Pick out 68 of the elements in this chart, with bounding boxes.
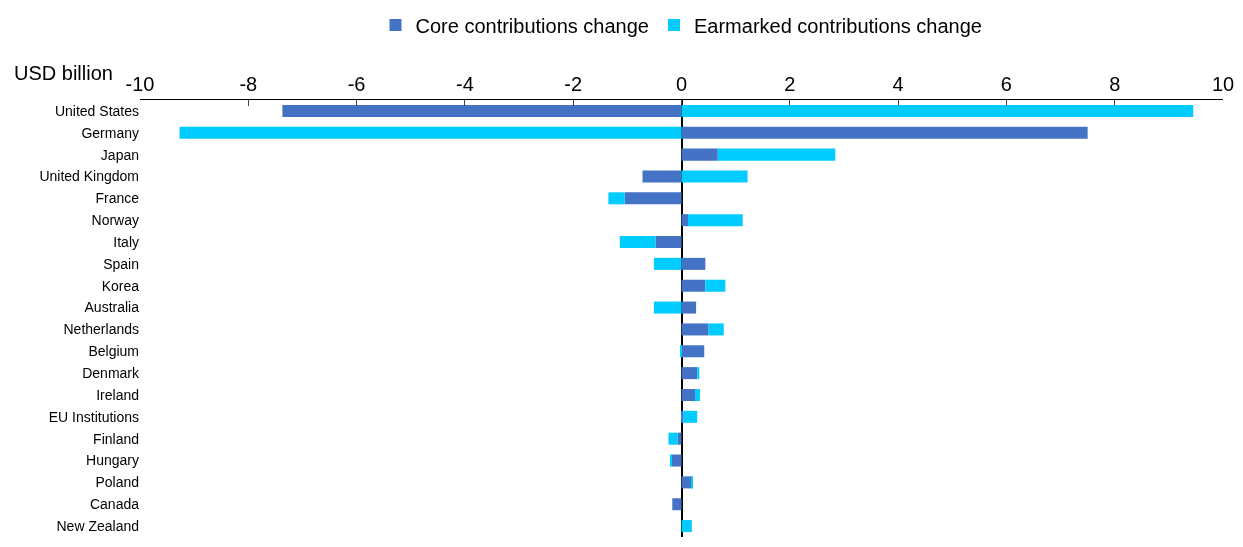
x-tick-label: -8: [239, 73, 258, 95]
bar: [681, 104, 1194, 117]
bar: [681, 301, 697, 314]
legend-label: Core contributions change: [415, 14, 649, 37]
bar: [708, 323, 724, 336]
bar: [671, 454, 682, 467]
bar: [681, 257, 706, 270]
bar: [705, 279, 726, 292]
x-tick-label: 6: [1000, 73, 1012, 95]
bar: [681, 279, 706, 292]
y-tick-label: Norway: [91, 212, 139, 229]
y-tick-label: Belgium: [88, 343, 139, 360]
y-tick-label: Italy: [113, 233, 139, 250]
x-tick-label: -4: [456, 73, 474, 95]
x-tick-label: 2: [784, 73, 796, 95]
bar: [697, 367, 700, 380]
bar: [681, 367, 698, 380]
bar: [695, 388, 700, 401]
y-tick-label: Finland: [93, 430, 139, 447]
bar: [653, 257, 682, 270]
y-tick-label: Germany: [81, 124, 139, 141]
bar: [608, 192, 625, 205]
bar: [624, 192, 682, 205]
x-tick-label: -6: [347, 73, 366, 95]
y-tick-label: Canada: [89, 496, 140, 513]
x-axis-title: USD billion: [14, 62, 113, 84]
legend-label: Earmarked contributions change: [693, 14, 982, 37]
y-tick-label: France: [95, 190, 140, 207]
bar: [688, 214, 743, 227]
y-tick-label: Korea: [101, 277, 140, 294]
y-tick-label: United Kingdom: [39, 168, 139, 185]
bar: [681, 214, 688, 227]
x-tick-label: -10: [125, 73, 155, 95]
y-tick-label: Poland: [95, 474, 139, 491]
bar: [655, 236, 682, 249]
x-tick-label: 0: [675, 73, 688, 95]
bar: [681, 520, 692, 533]
y-tick-label: New Zealand: [56, 517, 139, 534]
y-tick-label: Ireland: [96, 386, 139, 403]
bar: [681, 170, 748, 183]
bar: [683, 410, 698, 423]
bar: [642, 170, 682, 183]
y-tick-label: Hungary: [86, 452, 139, 469]
bar: [672, 498, 682, 511]
bar: [681, 345, 705, 358]
x-tick-label: 10: [1211, 73, 1235, 95]
bar: [681, 126, 1088, 139]
bar: [668, 432, 678, 445]
bar: [179, 126, 682, 139]
bar: [677, 432, 682, 445]
x-tick-label: -2: [564, 73, 583, 95]
bar: [653, 301, 682, 314]
y-tick-label: Australia: [84, 299, 140, 316]
bar: [681, 410, 684, 423]
bar: [619, 236, 656, 249]
x-tick-label: 4: [892, 73, 904, 95]
y-tick-label: Japan: [100, 146, 139, 163]
x-tick-label: 8: [1109, 73, 1121, 95]
y-tick-label: United States: [54, 102, 139, 119]
bar: [717, 148, 836, 161]
y-tick-label: Spain: [103, 255, 139, 272]
bar: [282, 104, 682, 117]
bar: [681, 323, 709, 336]
y-tick-label: Denmark: [82, 365, 140, 382]
y-tick-label: EU Institutions: [48, 408, 139, 425]
y-tick-label: Netherlands: [63, 321, 139, 338]
bar: [681, 148, 718, 161]
bar: [681, 388, 696, 401]
